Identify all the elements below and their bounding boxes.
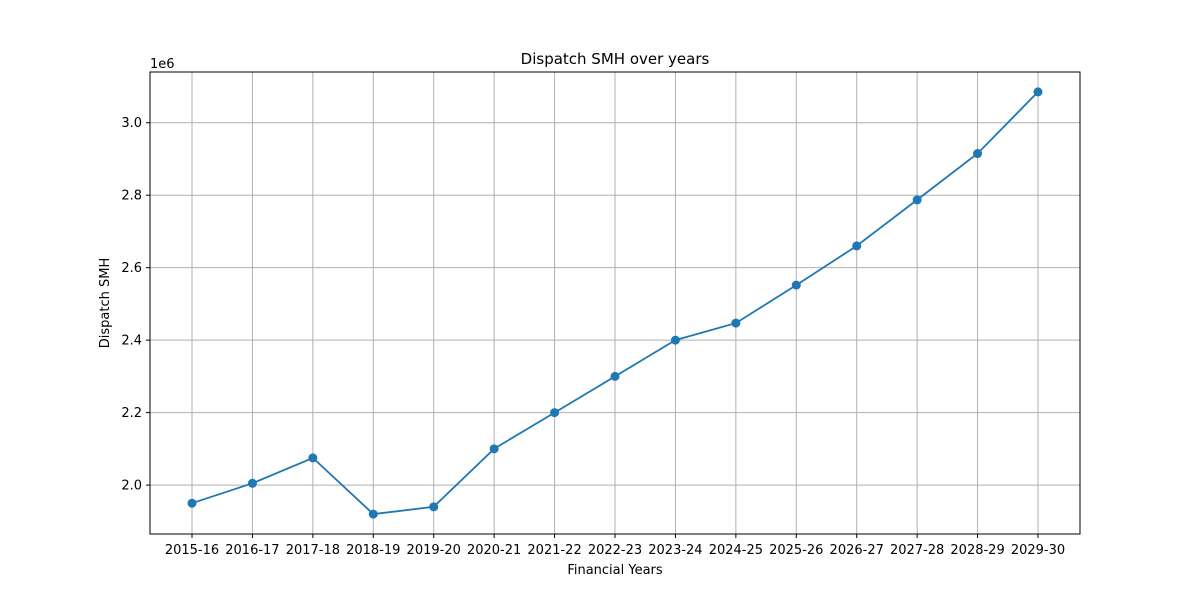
- data-point: [247, 478, 257, 488]
- data-point: [670, 335, 680, 345]
- data-point: [429, 502, 439, 512]
- x-tick-label: 2018-19: [346, 543, 400, 558]
- x-tick-label: 2021-22: [527, 543, 581, 558]
- x-tick-label: 2026-27: [830, 543, 884, 558]
- series-layer: [187, 87, 1043, 519]
- data-point: [308, 453, 318, 463]
- y-axis-label: Dispatch SMH: [98, 258, 113, 348]
- data-point: [1033, 87, 1043, 97]
- y-tick-label: 3.0: [121, 116, 142, 131]
- y-grid: [150, 122, 1080, 486]
- x-tick-label: 2022-23: [588, 543, 642, 558]
- data-point: [368, 509, 378, 519]
- x-tick-label: 2029-30: [1011, 543, 1065, 558]
- x-tick-label: 2019-20: [407, 543, 461, 558]
- x-tick-label: 2020-21: [467, 543, 521, 558]
- x-tick-label: 2015-16: [165, 543, 219, 558]
- data-point: [550, 408, 560, 418]
- x-tick-label: 2025-26: [769, 543, 823, 558]
- x-tick-label: 2028-29: [950, 543, 1004, 558]
- x-tick-label: 2024-25: [709, 543, 763, 558]
- y-tick-label: 2.0: [121, 479, 142, 494]
- x-grid: [191, 72, 1039, 534]
- y-axis-ticks: 2.0 2.2 2.4 2.6 2.8 3.0: [121, 116, 150, 494]
- y-tick-label: 2.8: [121, 189, 142, 204]
- x-tick-label: 2016-17: [225, 543, 279, 558]
- x-tick-label: 2023-24: [648, 543, 702, 558]
- y-tick-label: 2.4: [121, 334, 142, 349]
- data-point: [731, 318, 741, 328]
- data-point: [489, 444, 499, 454]
- data-point: [791, 280, 801, 290]
- y-tick-label: 2.2: [121, 406, 142, 421]
- x-tick-label: 2027-28: [890, 543, 944, 558]
- data-point: [610, 371, 620, 381]
- x-tick-label: 2017-18: [286, 543, 340, 558]
- y-tick-label: 2.6: [121, 261, 142, 276]
- y-axis-offset-label: 1e6: [150, 57, 175, 72]
- chart-title: Dispatch SMH over years: [521, 50, 710, 68]
- data-point: [187, 498, 197, 508]
- x-axis-label: Financial Years: [567, 563, 663, 578]
- data-point: [973, 149, 983, 159]
- data-point: [912, 195, 922, 205]
- data-point: [852, 241, 862, 251]
- x-axis-ticks: 2015-16 2016-17 2017-18 2018-19 2019-20 2020-…: [165, 534, 1065, 558]
